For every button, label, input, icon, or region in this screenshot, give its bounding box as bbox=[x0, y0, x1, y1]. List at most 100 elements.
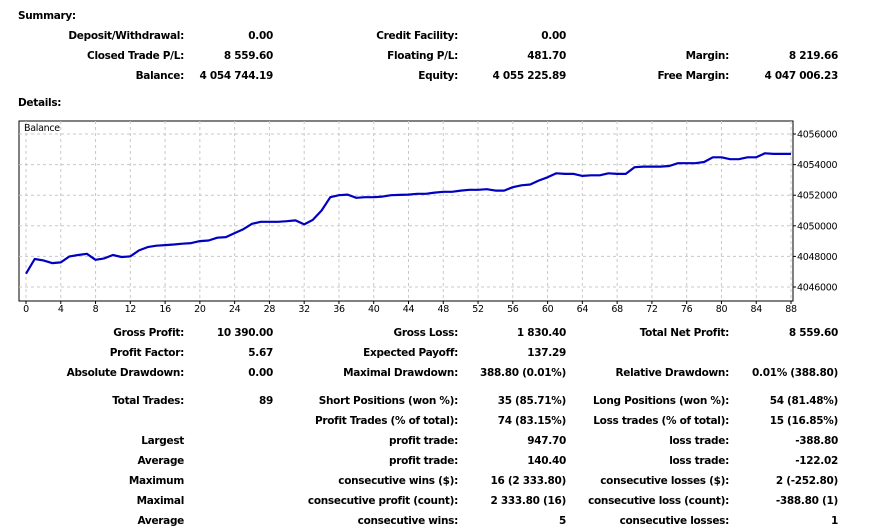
field-value: -388.80 (1) bbox=[775, 495, 838, 507]
x-tick-label: 24 bbox=[229, 304, 241, 315]
field-label: Average bbox=[137, 515, 184, 527]
field-label: Closed Trade P/L: bbox=[87, 50, 184, 62]
field-label: profit trade: bbox=[389, 455, 458, 467]
x-tick-label: 72 bbox=[646, 304, 658, 315]
field-label: consecutive wins: bbox=[357, 515, 459, 527]
field-value: 0.00 bbox=[248, 367, 273, 379]
x-tick-label: 88 bbox=[785, 304, 797, 315]
x-tick-label: 32 bbox=[298, 304, 310, 315]
x-tick-label: 48 bbox=[438, 304, 450, 315]
field-label: Total Net Profit: bbox=[639, 327, 730, 339]
field-value: 1 830.40 bbox=[516, 327, 566, 339]
y-tick-label: 4048000 bbox=[797, 252, 837, 263]
field-label: Largest bbox=[141, 435, 184, 447]
field-label: profit trade: bbox=[389, 435, 458, 447]
field-label: Short Positions (won %): bbox=[318, 395, 459, 407]
field-label: Gross Loss: bbox=[393, 327, 459, 339]
field-value: 8 559.60 bbox=[223, 50, 273, 62]
field-value: 481.70 bbox=[527, 50, 566, 62]
field-label: Long Positions (won %): bbox=[593, 395, 729, 407]
field-value: 4 055 225.89 bbox=[492, 70, 567, 82]
field-label: Loss trades (% of total): bbox=[593, 415, 729, 427]
field-label: Gross Profit: bbox=[113, 327, 184, 339]
x-tick-label: 60 bbox=[542, 304, 554, 315]
field-value: 0.01% (388.80) bbox=[752, 367, 838, 379]
chart-title: Balance bbox=[24, 123, 60, 134]
field-label: Expected Payoff: bbox=[363, 347, 458, 359]
field-label: Maximal bbox=[136, 495, 185, 507]
y-tick-label: 4056000 bbox=[797, 130, 837, 141]
x-tick-label: 64 bbox=[577, 304, 589, 315]
summary-heading: Summary: bbox=[18, 10, 76, 22]
field-value: 0.00 bbox=[541, 30, 566, 42]
field-label: loss trade: bbox=[669, 455, 729, 467]
field-value: 140.40 bbox=[527, 455, 566, 467]
x-tick-label: 36 bbox=[333, 304, 345, 315]
field-value: 2 (-252.80) bbox=[775, 475, 838, 487]
field-label: Relative Drawdown: bbox=[615, 367, 729, 379]
x-tick-label: 8 bbox=[93, 304, 99, 315]
x-tick-label: 84 bbox=[750, 304, 762, 315]
field-label: consecutive losses ($): bbox=[600, 475, 729, 487]
x-tick-label: 56 bbox=[507, 304, 519, 315]
field-label: Profit Trades (% of total): bbox=[315, 415, 458, 427]
field-value: 5 bbox=[558, 515, 566, 527]
field-value: 0.00 bbox=[248, 30, 273, 42]
field-label: Credit Facility: bbox=[376, 30, 458, 42]
x-tick-label: 20 bbox=[194, 304, 206, 315]
x-tick-label: 76 bbox=[681, 304, 693, 315]
x-tick-label: 52 bbox=[472, 304, 484, 315]
x-tick-label: 28 bbox=[264, 304, 276, 315]
field-label: Free Margin: bbox=[657, 70, 730, 82]
field-value: 16 (2 333.80) bbox=[490, 475, 567, 487]
field-value: 4 047 006.23 bbox=[764, 70, 839, 82]
field-label: Margin: bbox=[685, 50, 730, 62]
field-label: Equity: bbox=[418, 70, 458, 82]
field-value: 947.70 bbox=[527, 435, 566, 447]
field-label: Deposit/Withdrawal: bbox=[68, 30, 184, 42]
x-tick-label: 0 bbox=[23, 304, 29, 315]
x-tick-label: 40 bbox=[368, 304, 380, 315]
field-value: 35 (85.71%) bbox=[497, 395, 567, 407]
field-value: 137.29 bbox=[527, 347, 566, 359]
field-label: consecutive wins ($): bbox=[338, 475, 458, 487]
field-label: consecutive losses: bbox=[619, 515, 730, 527]
field-label: Maximum bbox=[128, 475, 184, 487]
field-value: 10 390.00 bbox=[216, 327, 273, 339]
field-label: consecutive loss (count): bbox=[588, 495, 729, 507]
field-label: Profit Factor: bbox=[109, 347, 185, 359]
field-label: Absolute Drawdown: bbox=[66, 367, 185, 379]
field-value: 8 559.60 bbox=[788, 327, 838, 339]
field-value: 54 (81.48%) bbox=[769, 395, 839, 407]
field-value: 15 (16.85%) bbox=[769, 415, 839, 427]
field-label: consecutive profit (count): bbox=[307, 495, 458, 507]
y-tick-label: 4050000 bbox=[797, 221, 837, 232]
field-value: 4 054 744.19 bbox=[199, 70, 274, 82]
field-value: 74 (83.15%) bbox=[497, 415, 567, 427]
field-value: -388.80 bbox=[795, 435, 838, 447]
x-tick-label: 16 bbox=[159, 304, 171, 315]
field-value: 89 bbox=[258, 395, 273, 407]
x-tick-label: 4 bbox=[58, 304, 64, 315]
field-label: loss trade: bbox=[669, 435, 729, 447]
details-heading: Details: bbox=[18, 97, 62, 109]
field-label: Average bbox=[137, 455, 184, 467]
field-label: Total Trades: bbox=[112, 395, 184, 407]
y-tick-label: 4052000 bbox=[797, 191, 837, 202]
x-tick-label: 12 bbox=[125, 304, 137, 315]
field-value: 1 bbox=[830, 515, 838, 527]
x-tick-label: 68 bbox=[611, 304, 623, 315]
field-value: 388.80 (0.01%) bbox=[480, 367, 566, 379]
field-value: 2 333.80 (16) bbox=[490, 495, 567, 507]
field-label: Floating P/L: bbox=[387, 50, 458, 62]
y-tick-label: 4046000 bbox=[797, 283, 837, 294]
balance-chart: 0 4 8 12 16 20 24 28 32 36 40 44 48 52 56 60 64 68 72 76 80 8… bbox=[18, 120, 838, 315]
field-value: 8 219.66 bbox=[788, 50, 838, 62]
y-tick-label: 4054000 bbox=[797, 160, 837, 171]
x-tick-label: 80 bbox=[716, 304, 728, 315]
field-value: 5.67 bbox=[248, 347, 273, 359]
balance-line bbox=[25, 152, 791, 275]
field-label: Maximal Drawdown: bbox=[343, 367, 458, 379]
field-value: -122.02 bbox=[795, 455, 838, 467]
chart-frame bbox=[18, 120, 794, 302]
